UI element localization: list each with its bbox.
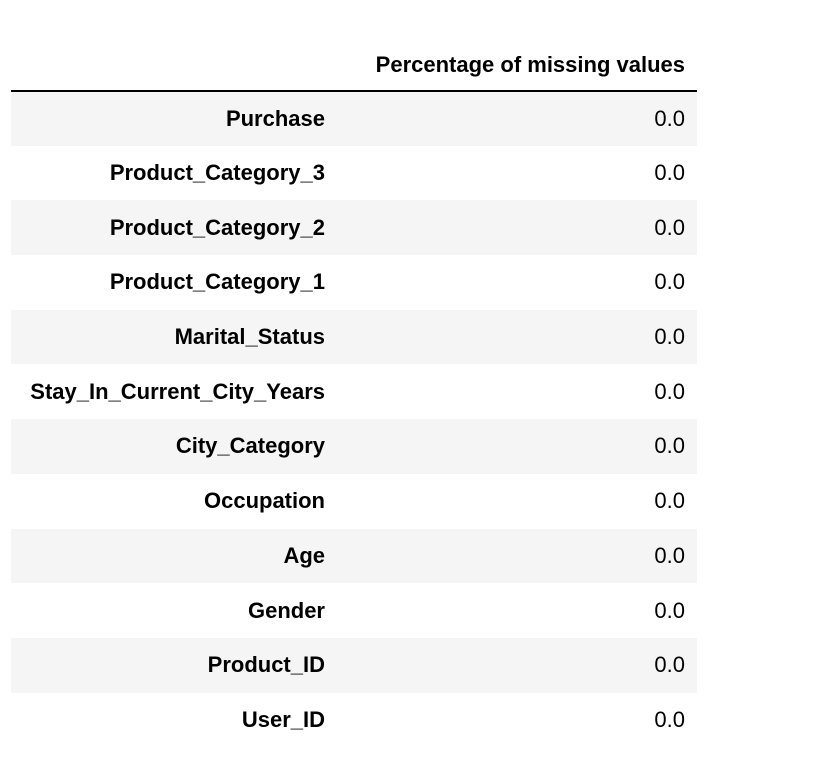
table-row: Purchase 0.0: [11, 91, 697, 146]
row-value: 0.0: [654, 378, 685, 404]
row-label: User_ID: [241, 706, 325, 732]
row-label: Product_Category_2: [109, 214, 325, 240]
row-label: Marital_Status: [174, 324, 325, 350]
table-row: Gender 0.0: [11, 583, 697, 638]
table-row: Stay_In_Current_City_Years 0.0: [11, 364, 697, 420]
row-value: 0.0: [654, 324, 685, 350]
row-label: Gender: [247, 597, 325, 623]
table-row: Product_Category_2 0.0: [11, 200, 697, 256]
table-body: Purchase 0.0 Product_Category_3 0.0 Prod…: [11, 91, 697, 748]
dataframe-output: Percentage of missing values Purchase 0.…: [11, 40, 697, 748]
row-value: 0.0: [654, 652, 685, 678]
row-value: 0.0: [654, 105, 685, 131]
row-value: 0.0: [654, 160, 685, 186]
table-row: Product_Category_1 0.0: [11, 255, 697, 310]
row-label: Product_ID: [207, 652, 325, 678]
row-label: City_Category: [175, 433, 325, 459]
table-row: Occupation 0.0: [11, 473, 697, 529]
row-value: 0.0: [654, 706, 685, 732]
missing-values-table: Percentage of missing values Purchase 0.…: [11, 40, 697, 748]
table-row: Product_ID 0.0: [11, 637, 697, 693]
row-label: Age: [283, 542, 325, 568]
table-row: User_ID 0.0: [11, 692, 697, 748]
row-value: 0.0: [654, 542, 685, 568]
table-row: City_Category 0.0: [11, 419, 697, 474]
column-header: Percentage of missing values: [337, 40, 697, 92]
row-label: Purchase: [225, 105, 325, 131]
table-header: Percentage of missing values: [11, 40, 697, 92]
table-row: Age 0.0: [11, 528, 697, 584]
row-value: 0.0: [654, 269, 685, 295]
row-label: Product_Category_1: [109, 269, 325, 295]
table-row: Marital_Status 0.0: [11, 309, 697, 365]
row-label: Product_Category_3: [109, 160, 325, 186]
row-value: 0.0: [654, 433, 685, 459]
table-row: Product_Category_3 0.0: [11, 145, 697, 201]
row-label: Stay_In_Current_City_Years: [30, 378, 325, 404]
row-value: 0.0: [654, 597, 685, 623]
index-header-cell: [11, 40, 337, 92]
header-row: Percentage of missing values: [11, 40, 697, 92]
row-value: 0.0: [654, 488, 685, 514]
row-value: 0.0: [654, 214, 685, 240]
row-label: Occupation: [203, 488, 325, 514]
